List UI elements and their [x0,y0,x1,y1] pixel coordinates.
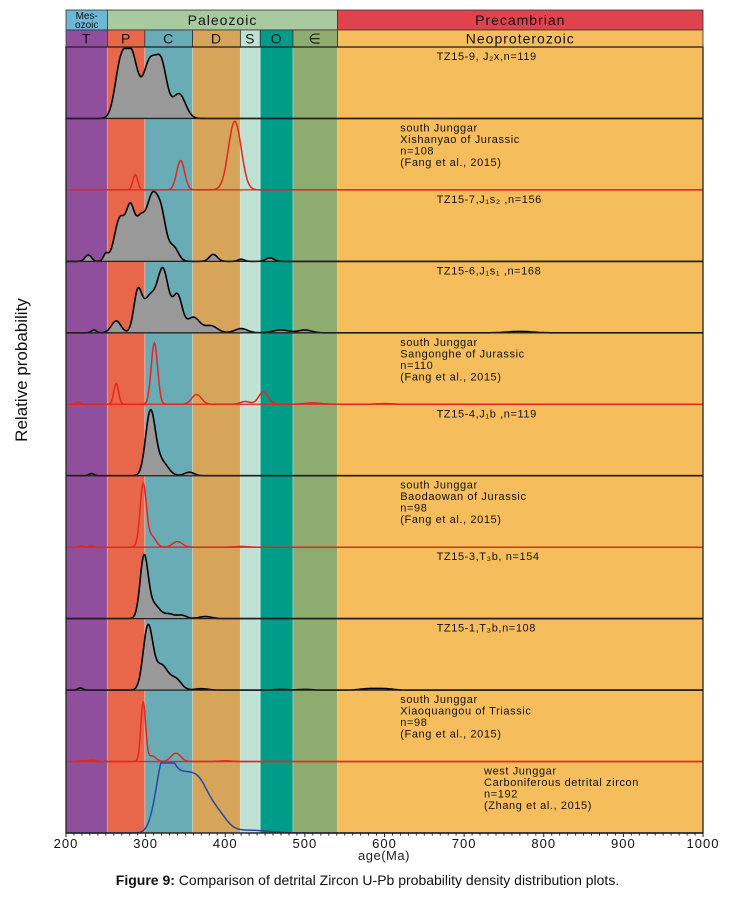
period-band [107,47,145,833]
series-label: TZ15-4,J₁b ,n=119 [437,408,537,420]
series-label: Carboniferous detrital zircon [484,777,639,789]
series-label: n=98 [400,503,427,515]
x-tick-label: 500 [293,836,318,851]
series-label: n=192 [484,789,518,801]
series-label: (Fang et al., 2015) [400,729,501,741]
period-label: C [163,31,174,47]
x-tick-label: 300 [133,836,158,851]
series-label: west Junggar [483,766,557,778]
series-label: south Junggar [400,337,478,349]
y-axis-label: Relative probability [12,298,31,442]
era-label: Paleozoic [188,12,258,28]
period-label: Neoproterozoic [466,31,575,47]
series-label: n=110 [400,360,433,372]
series-label: Sangonghe of Jurassic [400,348,525,360]
period-label: S [245,31,255,47]
series-label: n=108 [400,145,434,157]
x-tick-label: 800 [531,836,556,851]
era-label: Mes- [76,11,98,22]
era-label: Precambrian [475,12,565,28]
density-area [66,191,703,262]
period-band [260,47,293,833]
detrital-zircon-chart: Mes-ozoic Paleozoic Precambrian T P C D S O ∈ Neop… [54,9,720,851]
x-tick-label: 700 [452,836,477,851]
x-tick-label: 600 [372,836,397,851]
period-label: T [82,31,92,47]
x-tick-label: 400 [213,836,238,851]
series-label: south Junggar [400,480,478,492]
figure-caption: Figure 9: Comparison of detrital Zircon … [0,872,735,888]
period-band [292,47,338,833]
series-label: (Fang et al., 2015) [400,371,501,383]
period-band [192,47,241,833]
series-label: TZ15-9, J₂x,n=119 [437,51,537,63]
period-label: P [121,31,131,47]
period-band [66,47,108,833]
series-label: TZ15-3,T₃b, n=154 [437,551,540,563]
era-label: ozoic [75,20,98,31]
caption-label: Figure 9: [115,872,175,888]
series-label: south Junggar [400,694,478,706]
series-label: south Junggar [400,122,478,134]
period-band [337,47,703,833]
series-label: n=98 [400,717,427,729]
series-label: Baodaowan of Jurassic [400,491,526,503]
period-label: O [271,31,283,47]
series-label: TZ15-7,J₁s₂ ,n=156 [437,194,542,206]
x-tick-label: 900 [611,836,636,851]
period-label: ∈ [309,31,322,47]
density-area [66,48,703,119]
caption-text: Comparison of detrital Zircon U-Pb proba… [174,872,620,888]
series-label: TZ15-6,J₁s₁ ,n=168 [437,265,542,277]
x-tick-label: 1000 [687,836,720,851]
x-tick-label: 200 [54,836,79,851]
series-label: Xiaoquangou of Triassic [400,706,531,718]
period-label: D [211,31,222,47]
x-axis-label: age(Ma) [358,848,410,863]
series-label: Xishanyao of Jurassic [400,134,520,146]
series-label: (Zhang et al., 2015) [484,800,592,812]
series-label: TZ15-1,T₃b,n=108 [437,623,536,635]
series-label: (Fang et al., 2015) [400,157,501,169]
period-band [240,47,261,833]
series-label: (Fang et al., 2015) [400,514,501,526]
